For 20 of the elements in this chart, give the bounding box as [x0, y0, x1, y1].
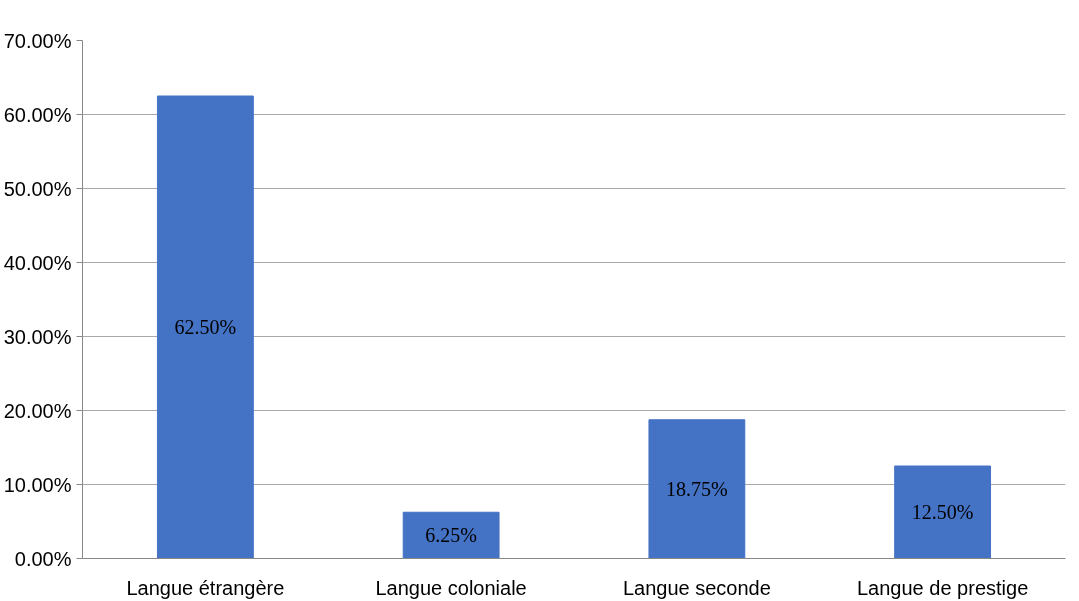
x-tick-label: Langue coloniale: [375, 576, 527, 599]
y-tick-label: 50.00%: [3, 177, 72, 200]
x-tick-label: Langue seconde: [622, 576, 771, 599]
bar: [156, 95, 254, 559]
y-tick-label: 20.00%: [3, 399, 72, 422]
data-label: 62.50%: [174, 316, 237, 339]
y-tick-label: 70.00%: [3, 29, 72, 52]
data-label: 6.25%: [425, 524, 477, 547]
y-tick-label: 60.00%: [3, 103, 72, 126]
bar: [648, 419, 746, 559]
y-tick-label: 30.00%: [3, 325, 72, 348]
bar: [402, 511, 500, 559]
x-tick-label: Langue de prestige: [857, 576, 1029, 599]
data-label: 12.50%: [911, 501, 974, 524]
y-tick-label: 10.00%: [3, 473, 72, 496]
y-tick-label: 0.00%: [14, 547, 72, 570]
x-tick-label: Langue étrangère: [126, 576, 285, 599]
data-label: 18.75%: [666, 478, 728, 501]
bar: [894, 465, 992, 559]
y-tick-label: 40.00%: [3, 251, 72, 274]
